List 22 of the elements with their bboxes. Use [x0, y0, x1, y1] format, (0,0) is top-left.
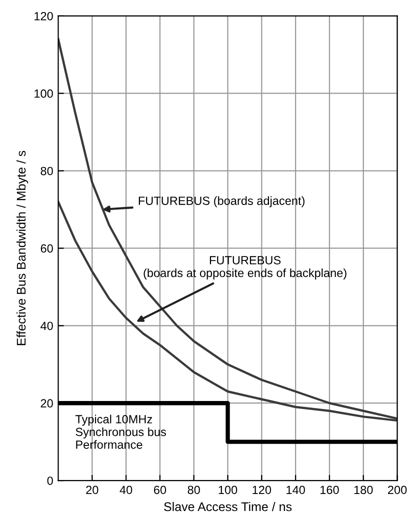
x-axis-title: Slave Access Time / ns — [164, 502, 292, 512]
y-tick-label: 60 — [40, 244, 53, 253]
x-tick-label: 200 — [388, 486, 407, 494]
x-tick-label: 60 — [154, 486, 166, 494]
x-tick-label: 100 — [218, 486, 238, 494]
y-tick-label: 20 — [40, 399, 53, 408]
x-tick-label: 120 — [252, 486, 272, 494]
y-tick-label: 120 — [34, 12, 53, 20]
annotation: FUTUREBUS (boards at opposite ends of backplane) — [144, 256, 346, 280]
x-tick-label: 180 — [354, 486, 373, 494]
x-tick-label: 160 — [320, 486, 339, 494]
x-tick-label: 40 — [120, 486, 132, 494]
x-tick-label: 140 — [286, 486, 305, 494]
y-tick-label: 40 — [40, 322, 53, 330]
y-tick-label: 100 — [34, 89, 53, 98]
annotation: Typical 10MHz Synchronous bus Performance — [75, 414, 166, 449]
y-tick-label: 0 — [47, 476, 53, 485]
y-axis-title: Effective Bus Bandwidth / Mbyte / s — [16, 150, 28, 346]
x-tick-label: 20 — [86, 486, 98, 494]
x-tick-label: 80 — [188, 486, 200, 494]
annotation: FUTUREBUS (boards adjacent) — [138, 196, 304, 208]
y-tick-label: 80 — [40, 166, 53, 176]
